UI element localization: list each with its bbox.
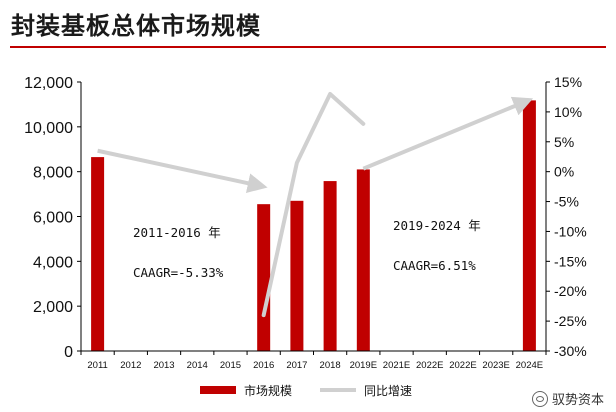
x-tick-label: 2018 [320, 360, 341, 371]
watermark-text: 驭势资本 [551, 393, 604, 408]
y-right-tick-label: -25% [554, 313, 587, 329]
title-divider [10, 46, 606, 48]
y-right-tick-label: -10% [554, 223, 587, 239]
bar-2024E [522, 100, 536, 351]
x-tick-label: 2016 [253, 360, 274, 371]
yoy-growth-line [261, 91, 366, 318]
page-title: 封装基板总体市场规模 [11, 12, 261, 40]
y-right-tick-label: -30% [554, 343, 587, 359]
y-left-tick-label: 0 [64, 344, 73, 361]
y-left-tick-label: 8,000 [33, 165, 73, 182]
legend-label-yoy: 同比增速 [364, 384, 412, 398]
x-tick-label: 2014 [187, 360, 208, 371]
trend-arrow-2 [362, 96, 534, 171]
trend-arrow-1 [97, 148, 268, 194]
annotation-period1: 2011-2016 年 [133, 225, 221, 240]
legend-swatch-market-size [200, 386, 236, 394]
bar-2017 [290, 200, 304, 351]
y-left-tick-label: 6,000 [33, 210, 73, 227]
legend-label-market-size: 市场规模 [244, 383, 292, 398]
x-tick-label: 2022E [416, 360, 443, 371]
x-tick-label: 2024E [516, 360, 543, 371]
y-right-tick-label: -5% [554, 194, 579, 210]
y-right-tick-label: -15% [554, 253, 587, 269]
y-right-tick-label: 15% [554, 74, 582, 90]
y-right-tick-label: 0% [554, 164, 574, 180]
y-left-tick-label: 12,000 [24, 75, 73, 92]
y-right-tick-label: -20% [554, 283, 587, 299]
x-tick-label: 2012 [120, 360, 141, 371]
bar-2016 [257, 204, 271, 351]
annotation-cagr1: CAAGR=-5.33% [133, 265, 224, 280]
y-left-tick-label: 10,000 [24, 120, 73, 137]
x-tick-label: 2023E [482, 360, 509, 371]
y-left-tick-label: 4,000 [33, 254, 73, 271]
x-tick-label: 2019E [350, 360, 377, 371]
x-tick-label: 2015 [220, 360, 241, 371]
annotation-period2: 2019-2024 年 [393, 218, 481, 233]
annotation-cagr2: CAAGR=6.51% [393, 258, 476, 273]
y-left-tick-label: 2,000 [33, 299, 73, 316]
bar-2018 [323, 181, 337, 351]
y-right-tick-label: 10% [554, 104, 582, 120]
bar-2011 [91, 157, 105, 351]
x-tick-label: 2017 [286, 360, 307, 371]
y-right-tick-label: 5% [554, 134, 574, 150]
x-tick-label: 2013 [153, 360, 174, 371]
x-tick-label: 2021E [383, 360, 410, 371]
watermark: 驭势资本 [531, 389, 604, 408]
x-tick-label: 2011 [87, 360, 107, 371]
wechat-icon [531, 390, 548, 407]
x-tick-label: 2022E [449, 360, 476, 371]
bar-2019E [356, 169, 370, 351]
